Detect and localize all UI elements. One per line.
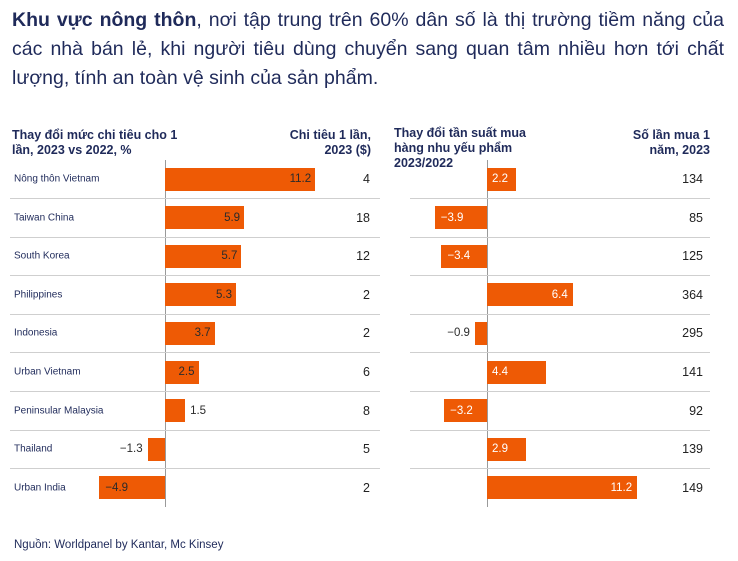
category-label: Indonesia [14,327,58,339]
bar [165,167,316,191]
intro-text: , nơi tập trung trên 60% dân số là thị t… [12,9,725,89]
column-value: 141 [682,365,703,379]
column-value: 92 [689,403,703,418]
bar [434,206,487,230]
category-label: Thailand [14,443,53,455]
row-separator [410,391,710,392]
bar [487,167,517,191]
bar [99,476,165,500]
intro-paragraph: Khu vực nông thôn, nơi tập trung trên 60… [12,6,724,93]
right-axis [487,160,488,508]
row-separator [10,313,380,315]
right-chart-title: Thay đổi tần suất mua hàng nhu yếu phẩm … [394,126,526,170]
bar-value-label: 11.2 [289,173,312,185]
bar [165,283,237,307]
category-label: Nông thôn Vietnam [14,173,100,185]
column-value: 4 [363,172,370,186]
row-separator [410,429,710,431]
row-separator [10,468,380,470]
column-value: 2 [363,326,370,341]
column-value: 2 [363,287,370,302]
bar-value-label: 2.2 [492,173,508,185]
bar-value-label: −1.3 [119,443,143,456]
bar-value-label: 1.5 [190,404,207,417]
column-value: 134 [682,172,703,186]
bar-value-label: 2.5 [178,366,195,378]
row-separator [410,198,710,199]
bar [165,321,215,345]
column-value: 139 [682,442,703,457]
column-value: 12 [356,249,370,264]
bar-value-label: −3.4 [447,250,471,263]
bar [165,206,245,230]
right-column-title: Số lần mua 1 năm, 2023 [632,128,710,157]
bar-value-label: 5.3 [216,288,233,301]
column-value: 2 [363,480,370,495]
bar [165,399,186,423]
column-value: 18 [356,210,370,225]
bar [487,476,638,500]
bar [487,360,546,384]
row-separator [10,198,380,199]
row-separator [10,352,380,354]
left-chart-title: Thay đổi mức chi tiêu cho 1 lần, 2023 vs… [12,128,178,157]
category-label: South Korea [14,250,70,262]
row-separator [410,468,710,470]
column-value: 149 [682,480,703,495]
row-separator [10,391,380,392]
column-value: 125 [682,249,703,264]
row-separator [410,236,710,238]
column-value: 364 [682,287,703,302]
row-separator [10,236,380,238]
bar [147,437,165,461]
bar [165,244,242,268]
bar-value-label: −3.2 [450,404,473,417]
source-note: Nguồn: Worldpanel by Kantar, Mc Kinsey [14,539,224,551]
bar-value-label: −0.9 [447,327,470,340]
bar [474,321,487,345]
bar [487,283,573,307]
column-value: 6 [363,365,370,379]
bar-value-label: 5.7 [221,250,238,263]
category-label: Philippines [14,289,63,301]
left-column-title: Chi tiêu 1 lần, 2023 ($) [289,128,371,157]
bar-value-label: 11.2 [610,481,633,494]
row-separator [410,275,710,277]
intro-bold: Khu vực nông thôn [12,9,197,31]
category-label: Peninsular Malaysia [14,405,104,417]
bar [487,437,526,461]
bar-value-label: 6.4 [551,288,568,301]
bar [444,399,487,423]
column-value: 8 [363,403,370,418]
bar-value-label: 5.9 [224,211,241,224]
bar [441,244,487,268]
bar [165,360,199,384]
bar-value-label: −4.9 [105,481,129,494]
row-separator [410,313,710,315]
category-label: Urban Vietnam [14,366,81,378]
bar-value-label: 2.9 [492,443,508,456]
row-separator [410,352,710,354]
category-label: Urban India [14,482,66,494]
category-label: Taiwan China [14,212,75,224]
bar-value-label: 3.7 [194,327,211,340]
column-value: 85 [689,210,703,225]
bar-value-label: −3.9 [440,211,464,224]
bar-value-label: 4.4 [492,366,508,378]
column-value: 295 [682,326,703,341]
row-separator [10,429,380,431]
row-separator [10,275,380,277]
column-value: 5 [363,442,370,457]
